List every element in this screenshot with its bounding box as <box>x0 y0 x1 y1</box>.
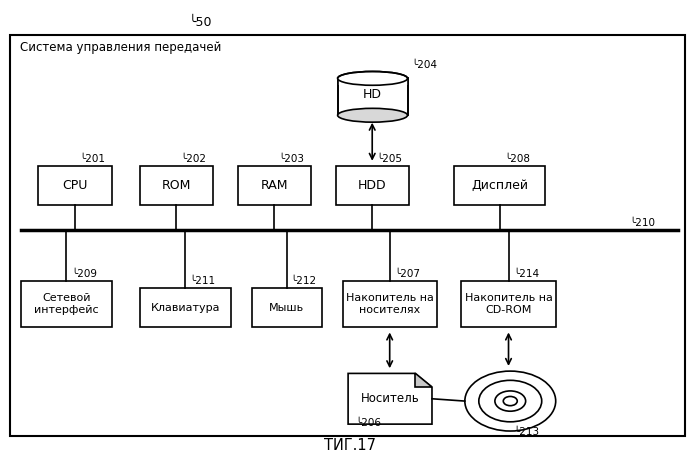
Text: Дисплей: Дисплей <box>471 179 528 192</box>
Text: ╰201: ╰201 <box>79 154 105 164</box>
Text: Сетевой
интерфейс: Сетевой интерфейс <box>34 293 99 315</box>
Text: ╰212: ╰212 <box>290 276 316 286</box>
Bar <box>238 166 311 205</box>
Bar <box>343 281 437 327</box>
Circle shape <box>503 396 517 406</box>
Bar <box>140 166 213 205</box>
Text: CPU: CPU <box>62 179 88 192</box>
Text: ╰214: ╰214 <box>513 269 540 279</box>
Ellipse shape <box>338 71 408 85</box>
Circle shape <box>479 380 542 422</box>
Text: ΤИГ.17: ΤИГ.17 <box>324 437 375 453</box>
Text: ╰207: ╰207 <box>394 269 420 279</box>
Text: HD: HD <box>363 88 382 101</box>
Text: ╰202: ╰202 <box>180 154 206 164</box>
Text: RAM: RAM <box>261 179 288 192</box>
Circle shape <box>465 371 556 431</box>
Text: HDD: HDD <box>358 179 387 192</box>
Text: Накопитель на
CD-ROM: Накопитель на CD-ROM <box>465 293 552 315</box>
Text: Носитель: Носитель <box>361 392 419 405</box>
Text: Система управления передачей: Система управления передачей <box>20 41 221 53</box>
Text: ╰208: ╰208 <box>505 154 531 164</box>
Bar <box>338 78 408 85</box>
Ellipse shape <box>338 108 408 122</box>
Bar <box>461 281 556 327</box>
Bar <box>338 78 408 115</box>
Text: ╰213: ╰213 <box>514 426 540 437</box>
Bar <box>252 288 322 327</box>
Polygon shape <box>348 373 432 424</box>
Text: ╰203: ╰203 <box>278 154 304 164</box>
Text: ╰209: ╰209 <box>71 269 97 279</box>
Text: ╰204: ╰204 <box>411 60 437 70</box>
Bar <box>454 166 545 205</box>
Bar <box>336 166 409 205</box>
Text: ╰50: ╰50 <box>189 16 212 29</box>
Bar <box>38 166 112 205</box>
Text: ╰210: ╰210 <box>629 218 655 228</box>
Text: Клавиатура: Клавиатура <box>150 303 220 313</box>
Bar <box>140 288 231 327</box>
Circle shape <box>495 391 526 411</box>
Text: ╰205: ╰205 <box>376 154 402 164</box>
Text: ╰206: ╰206 <box>355 418 381 428</box>
Text: Накопитель на
носителях: Накопитель на носителях <box>346 293 433 315</box>
Polygon shape <box>415 373 432 387</box>
Bar <box>10 35 685 436</box>
Text: Мышь: Мышь <box>269 303 304 313</box>
Text: ROM: ROM <box>161 179 192 192</box>
Bar <box>21 281 112 327</box>
Text: ╰211: ╰211 <box>190 276 216 286</box>
